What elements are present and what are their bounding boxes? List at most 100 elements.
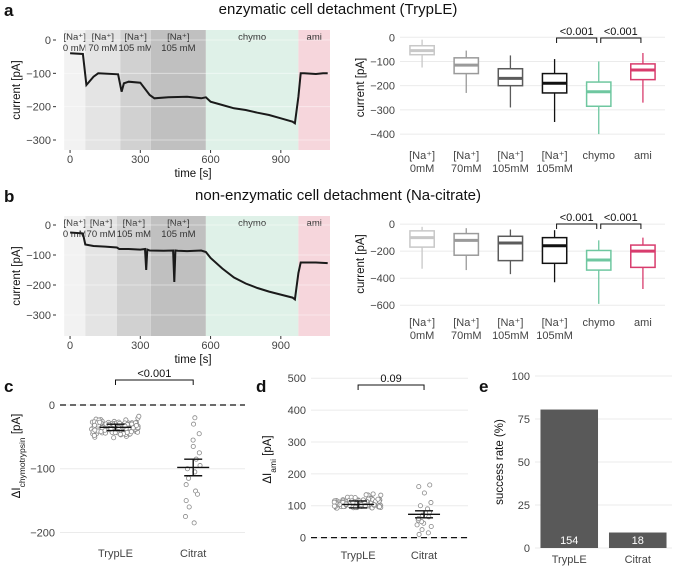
condition-band [205,30,299,150]
data-point [128,429,134,435]
y-tick-label: −200 [370,81,395,93]
x-tick-sublabel: 0mM [410,330,434,342]
y-tick-label: −200 [370,246,395,258]
panel-label-a: a [4,1,14,20]
current-trace [70,231,328,302]
bar [540,409,599,548]
significance-label: <0.001 [560,212,594,224]
x-tick-label: 600 [201,154,219,166]
condition-band [85,30,121,150]
x-tick-label: 0 [67,340,73,352]
y-tick-label: 400 [288,405,306,417]
condition-sublabel: 70 mM [88,43,117,54]
x-tick-label: ami [634,150,652,162]
x-axis-label: time [s] [174,354,211,366]
data-point [428,500,434,506]
x-tick-label: 300 [131,340,149,352]
x-tick-sublabel: 70mM [451,163,482,175]
condition-label: [Na⁺] [90,218,112,229]
significance-label: 0.09 [380,373,401,385]
data-point [370,491,376,497]
y-axis-label: current [pA] [11,60,23,119]
y-axis-label: success rate (%) [494,419,506,505]
y-tick-label: 0 [45,35,51,47]
x-tick-label: 600 [201,340,219,352]
x-tick-label: [Na⁺] [497,317,523,329]
x-tick-label: [Na⁺] [409,317,435,329]
significance-label: <0.001 [604,212,638,224]
condition-band [298,30,330,150]
title-b: non-enzymatic cell detachment (Na-citrat… [195,187,481,204]
data-point [378,492,384,498]
box [630,63,656,81]
condition-label: ami [307,218,322,229]
y-tick-label: 0 [524,543,530,555]
chart-a-boxplot: [Na⁺]0mM[Na⁺]70mM[Na⁺]105mM[Na⁺]105mMchy… [355,26,665,175]
condition-band [150,216,206,336]
significance-bracket [556,223,598,229]
x-tick-sublabel: 70mM [451,330,482,342]
chart-d-scatter: TrypLE Citrat 0 100 200 300 400 500 ΔIami [pA] 0.… [262,373,468,562]
y-tick-label: −200 [26,102,51,114]
y-axis-label: current [pA] [355,58,367,117]
condition-band [150,30,206,150]
y-tick-label: 0 [300,533,306,545]
y-tick-label: −300 [26,310,51,322]
significance-bracket [600,223,642,229]
data-point [416,484,422,490]
y-axis-label-main: ΔI [262,473,274,484]
x-tick-sublabel: 0mM [410,163,434,175]
y-tick-label: −200 [30,527,55,539]
x-tick-label: TrypLE [552,554,587,566]
y-tick-label: −100 [26,68,51,80]
data-point [331,503,337,509]
condition-label: [Na⁺] [64,32,86,43]
box [453,232,480,256]
x-tick-label: TrypLE [341,550,376,562]
y-tick-label: 500 [288,373,306,385]
data-point [421,490,427,496]
bar-count-label: 18 [632,535,644,547]
x-tick-label: TrypLE [98,548,133,560]
significance-label: <0.001 [560,26,594,38]
data-point [425,530,431,536]
bar-count-label: 154 [560,535,578,547]
panel-label-d: d [256,377,266,396]
condition-label: [Na⁺] [167,218,189,229]
significance-bracket [600,37,642,43]
x-tick-label: 300 [131,154,149,166]
condition-label: [Na⁺] [124,32,146,43]
data-point [427,482,433,488]
y-axis-label-unit: [pA] [262,435,274,459]
y-axis-label: current [pA] [11,246,23,305]
panel-label-b: b [4,187,14,206]
significance-bracket [556,37,598,43]
data-point [186,475,192,481]
data-point [196,450,202,456]
current-trace [70,52,328,126]
condition-sublabel: 105 mM [161,229,195,240]
significance-bracket [357,384,425,390]
data-point [191,421,197,427]
x-tick-label: Citrat [180,548,206,560]
x-tick-label: [Na⁺] [409,150,435,162]
y-tick-label: 0 [389,32,395,44]
data-point [133,423,139,429]
x-tick-label: 900 [272,154,290,166]
data-point [97,419,103,425]
chart-e-bar: 154 TrypLE 18 Citrat 0 25 50 75 100 success rate … [494,371,672,566]
condition-label: chymo [238,218,266,229]
y-axis-label-unit: [pA] [11,414,23,438]
y-axis-label: ΔIchymotrypsin [pA] [11,414,27,499]
chart-a-trace: [Na⁺]0 mM[Na⁺]70 mM[Na⁺]105 mM[Na⁺]105 m… [11,30,330,180]
panel-label-c: c [4,377,13,396]
x-tick-label: 900 [272,340,290,352]
chart-b-boxplot: [Na⁺]0mM[Na⁺]70mM[Na⁺]105mM[Na⁺]105mMchy… [355,212,665,342]
box [585,81,612,108]
data-point [91,433,97,439]
data-point [186,504,192,510]
x-tick-label: Citrat [411,550,437,562]
y-tick-label: 0 [49,400,55,412]
y-tick-label: 100 [288,501,306,513]
y-axis-label-sub: ami [268,459,278,473]
